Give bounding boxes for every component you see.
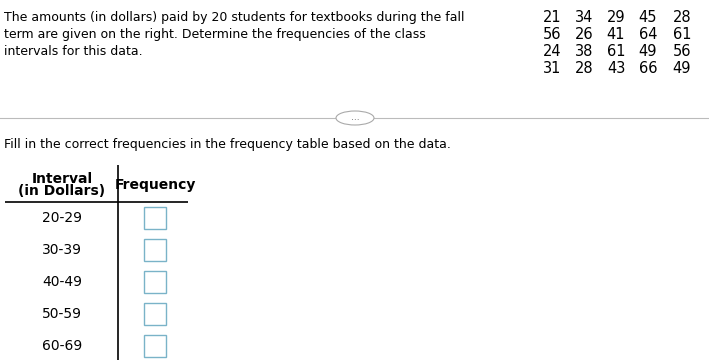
Text: 30-39: 30-39 xyxy=(42,243,82,257)
Text: 49: 49 xyxy=(639,44,657,59)
Text: 20-29: 20-29 xyxy=(42,211,82,225)
Text: 28: 28 xyxy=(575,61,593,76)
Bar xyxy=(144,239,166,261)
Text: 43: 43 xyxy=(607,61,625,76)
Text: 34: 34 xyxy=(575,10,593,25)
Text: 45: 45 xyxy=(639,10,657,25)
Text: (in Dollars): (in Dollars) xyxy=(18,184,106,198)
Text: intervals for this data.: intervals for this data. xyxy=(4,45,143,58)
Text: 38: 38 xyxy=(575,44,593,59)
Text: 21: 21 xyxy=(542,10,562,25)
Bar xyxy=(144,207,166,229)
Text: ...: ... xyxy=(351,113,359,122)
Text: 64: 64 xyxy=(639,27,657,42)
Text: 66: 66 xyxy=(639,61,657,76)
Text: 61: 61 xyxy=(673,27,691,42)
Bar xyxy=(144,271,166,293)
Text: 29: 29 xyxy=(607,10,625,25)
Text: term are given on the right. Determine the frequencies of the class: term are given on the right. Determine t… xyxy=(4,28,425,41)
Ellipse shape xyxy=(336,111,374,125)
Text: 24: 24 xyxy=(542,44,562,59)
Text: 56: 56 xyxy=(673,44,691,59)
Text: 31: 31 xyxy=(543,61,562,76)
Text: 41: 41 xyxy=(607,27,625,42)
Text: Fill in the correct frequencies in the frequency table based on the data.: Fill in the correct frequencies in the f… xyxy=(4,138,451,151)
Text: Interval: Interval xyxy=(31,172,93,186)
Text: 61: 61 xyxy=(607,44,625,59)
Text: 28: 28 xyxy=(673,10,691,25)
Text: Frequency: Frequency xyxy=(114,178,196,192)
Text: The amounts (in dollars) paid by 20 students for textbooks during the fall: The amounts (in dollars) paid by 20 stud… xyxy=(4,11,464,24)
Bar xyxy=(144,335,166,357)
Text: 26: 26 xyxy=(575,27,593,42)
Text: 56: 56 xyxy=(543,27,562,42)
Text: 40-49: 40-49 xyxy=(42,275,82,289)
Text: 50-59: 50-59 xyxy=(42,307,82,321)
Text: 49: 49 xyxy=(673,61,691,76)
Text: 60-69: 60-69 xyxy=(42,339,82,353)
Bar xyxy=(144,303,166,325)
